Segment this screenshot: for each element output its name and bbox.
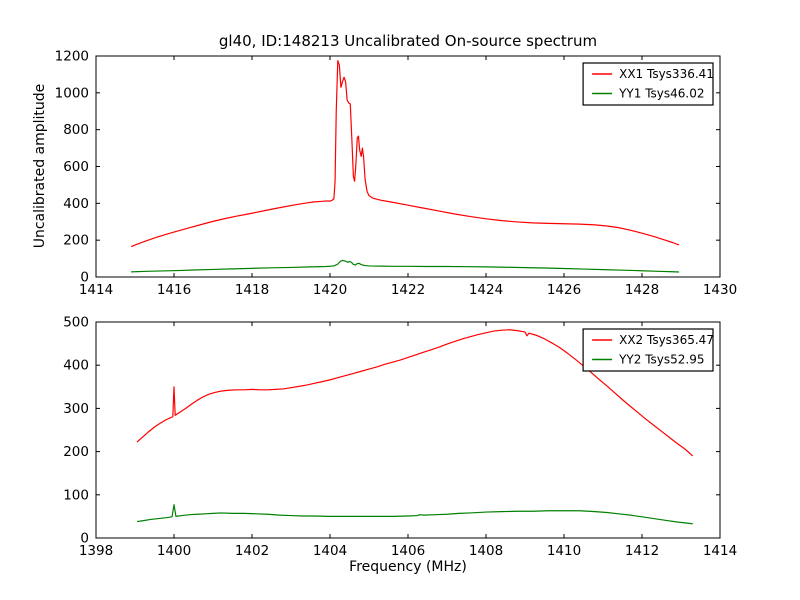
x-tick-label: 1398 [79,543,113,559]
x-tick-label: 1402 [235,543,269,559]
x-tick-label: 1414 [79,282,113,298]
y-tick-label: 500 [63,315,89,331]
x-tick-label: 1422 [391,282,425,298]
series-line-yy2 [136,504,693,525]
x-tick-label: 1428 [625,282,659,298]
legend-label: YY1 Tsys46.02 [618,87,704,101]
x-tick-label: 1408 [469,543,503,559]
x-tick-label: 1400 [157,543,191,559]
x-axis-label: Frequency (MHz) [349,559,467,575]
x-tick-label: 1404 [313,543,347,559]
y-tick-label: 400 [63,358,89,374]
y-tick-label: 0 [80,531,89,547]
legend-label: XX2 Tsys365.47 [619,333,714,347]
x-tick-label: 1418 [235,282,269,298]
y-tick-label: 1200 [55,49,89,65]
series-line-yy1 [131,259,680,273]
legend-label: YY2 Tsys52.95 [618,353,704,367]
y-tick-label: 300 [63,401,89,417]
x-tick-label: 1426 [547,282,581,298]
legend-label: XX1 Tsys336.41 [619,67,714,81]
x-tick-label: 1406 [391,543,425,559]
x-tick-label: 1430 [703,282,737,298]
x-tick-label: 1410 [547,543,581,559]
y-tick-label: 1000 [55,85,89,101]
x-tick-label: 1414 [703,543,737,559]
y-tick-label: 200 [63,233,89,249]
legend-box [582,328,714,372]
y-tick-label: 600 [63,159,89,175]
y-tick-label: 200 [63,444,89,460]
x-tick-label: 1412 [625,543,659,559]
x-tick-label: 1416 [157,282,191,298]
legend-box [582,62,714,106]
figure-title: gl40, ID:148213 Uncalibrated On-source s… [218,32,598,50]
y-tick-label: 0 [80,270,89,286]
y-axis-label: Uncalibrated amplitude [32,83,48,249]
y-tick-label: 400 [63,196,89,212]
subplot-2: 1398 1400 1402 1404 1406 1408 1410 1412 1414 0 100… [63,315,737,560]
y-tick-label: 800 [63,122,89,138]
y-tick-label: 100 [63,487,89,503]
x-tick-label: 1424 [469,282,503,298]
subplot-1: 1414 1416 1418 1420 1422 1424 1426 1428 1430 0 200… [55,49,738,299]
x-tick-label: 1420 [313,282,347,298]
series-line-xx1 [130,59,680,248]
